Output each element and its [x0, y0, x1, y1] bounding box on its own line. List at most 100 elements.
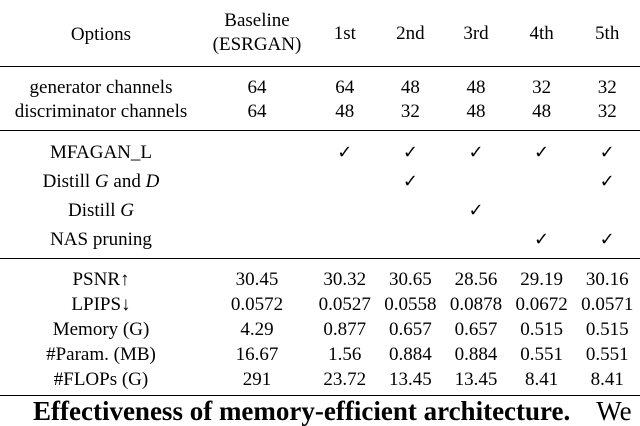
check-icon: ✓	[599, 170, 615, 192]
row-label: MFAGAN_L	[49, 142, 153, 163]
table-cell: 64	[247, 76, 267, 98]
table-cell: 32	[597, 76, 617, 98]
table-cell: 1.56	[328, 344, 362, 365]
row-label: LPIPS↓	[71, 294, 131, 315]
check-icon: ✓	[337, 141, 353, 163]
options-header: Options	[0, 0, 202, 67]
table-cell: 291	[202, 367, 312, 396]
empty-cell	[202, 131, 312, 168]
table-header-row: Options Baseline (ESRGAN) 1st 2nd 3rd 4th 5th	[0, 0, 640, 67]
check-icon: ✓	[402, 141, 418, 163]
table-cell: 0.515	[520, 319, 563, 340]
table-row: Distill G and D ✓ ✓	[0, 167, 640, 196]
row-label: Memory (G)	[52, 319, 150, 340]
check-icon: ✓	[508, 225, 575, 259]
check-icon: ✓	[468, 199, 484, 221]
results-table: Options Baseline (ESRGAN) 1st 2nd 3rd 4th 5th ge…	[0, 0, 640, 396]
table-row: Distill G ✓	[0, 196, 640, 225]
empty-cell	[312, 167, 378, 196]
table-cell: 13.45	[377, 367, 444, 396]
empty-cell	[378, 196, 444, 225]
empty-cell	[574, 196, 640, 225]
row-label: #FLOPs (G)	[0, 367, 202, 396]
table-cell: 32	[377, 99, 444, 131]
config-header-5: 5th	[574, 0, 640, 67]
empty-cell	[443, 167, 509, 196]
table-row: MFAGAN_L ✓ ✓ ✓ ✓ ✓	[0, 131, 640, 168]
row-label: Distill G	[0, 196, 202, 225]
table-cell: 48	[400, 76, 420, 98]
table-cell: 0.0572	[230, 294, 284, 315]
table-cell: 4.29	[240, 319, 274, 340]
table-cell: 32	[532, 76, 552, 98]
empty-cell	[202, 196, 312, 225]
config-header-1: 1st	[312, 0, 378, 67]
empty-cell	[312, 225, 378, 259]
table-row: discriminator channels 64 48 32 48 48 32	[0, 99, 640, 131]
table-row: #FLOPs (G) 291 23.72 13.45 13.45 8.41 8.41	[0, 367, 640, 396]
table-cell: 0.515	[585, 319, 629, 340]
row-label-part: G	[120, 200, 134, 221]
row-label-part: Distill	[68, 200, 121, 221]
empty-cell	[509, 196, 575, 225]
check-icon: ✓	[534, 141, 550, 163]
baseline-header: Baseline (ESRGAN)	[202, 0, 312, 67]
empty-cell	[443, 225, 509, 259]
table-row: LPIPS↓ 0.0572 0.0527 0.0558 0.0878 0.0672 0.05…	[0, 292, 640, 317]
empty-cell	[202, 167, 312, 196]
row-label: generator channels	[29, 76, 173, 98]
row-label: discriminator channels	[0, 99, 202, 131]
empty-cell	[202, 225, 312, 259]
table-cell: 0.884	[389, 344, 432, 365]
table-cell: 48	[443, 99, 509, 131]
empty-cell	[312, 196, 378, 225]
table-cell: 0.0672	[515, 294, 568, 315]
table-cell: 48	[508, 99, 575, 131]
table-row: generator channels 64 64 48 48 32 32	[0, 67, 640, 100]
table-row: NAS pruning ✓ ✓	[0, 225, 640, 259]
config-header-3: 3rd	[443, 0, 509, 67]
baseline-header-line1: Baseline	[224, 10, 290, 31]
table-row: PSNR↑ 30.45 30.32 30.65 28.56 29.19 30.16	[0, 259, 640, 293]
table-cell: 64	[335, 76, 355, 98]
row-label: #Param. (MB)	[46, 344, 156, 365]
table-cell: 8.41	[508, 367, 575, 396]
table-cell: 0.884	[454, 344, 498, 365]
table-cell: 0.0527	[318, 294, 371, 315]
empty-cell	[509, 167, 575, 196]
config-header-4: 4th	[508, 0, 575, 67]
table-cell: 0.0558	[384, 294, 437, 315]
empty-cell	[377, 225, 444, 259]
table-cell: 0.0571	[581, 294, 634, 315]
table-cell: 0.0878	[449, 294, 503, 315]
caption-bold-heading: Effectiveness of memory-efficient archit…	[33, 396, 571, 426]
table-cell: 0.877	[323, 319, 367, 340]
table-cell: 0.657	[454, 319, 498, 340]
table-cell: 29.19	[520, 269, 563, 290]
table-row: #Param. (MB) 16.67 1.56 0.884 0.884 0.551 0.55…	[0, 342, 640, 367]
table-row: Memory (G) 4.29 0.877 0.657 0.657 0.515 0.515	[0, 317, 640, 342]
table-cell: 13.45	[443, 367, 509, 396]
row-label-part: and	[108, 171, 146, 192]
table-cell: 16.67	[235, 344, 279, 365]
comparison-table-container: Options Baseline (ESRGAN) 1st 2nd 3rd 4th 5th ge…	[0, 0, 640, 396]
table-cell: 23.72	[312, 367, 378, 396]
row-label: Distill G and D	[0, 167, 202, 196]
table-cell: 0.551	[585, 344, 629, 365]
table-cell: 32	[574, 99, 640, 131]
table-cell: 8.41	[574, 367, 640, 396]
check-icon: ✓	[599, 141, 615, 163]
config-header-2: 2nd	[377, 0, 444, 67]
table-cell: 48	[466, 76, 486, 98]
table-cell: 30.16	[585, 269, 629, 290]
check-icon: ✓	[468, 141, 484, 163]
table-cell: 0.551	[520, 344, 563, 365]
caption-paragraph: Effectiveness of memory-efficient archit…	[33, 398, 640, 425]
table-cell: 64	[202, 99, 312, 131]
table-cell: 30.65	[389, 269, 432, 290]
table-cell: 0.657	[389, 319, 432, 340]
row-label-part: G	[94, 171, 109, 192]
row-label: PSNR↑	[72, 269, 130, 290]
table-cell: 48	[312, 99, 378, 131]
row-label-part: Distill	[42, 171, 95, 192]
